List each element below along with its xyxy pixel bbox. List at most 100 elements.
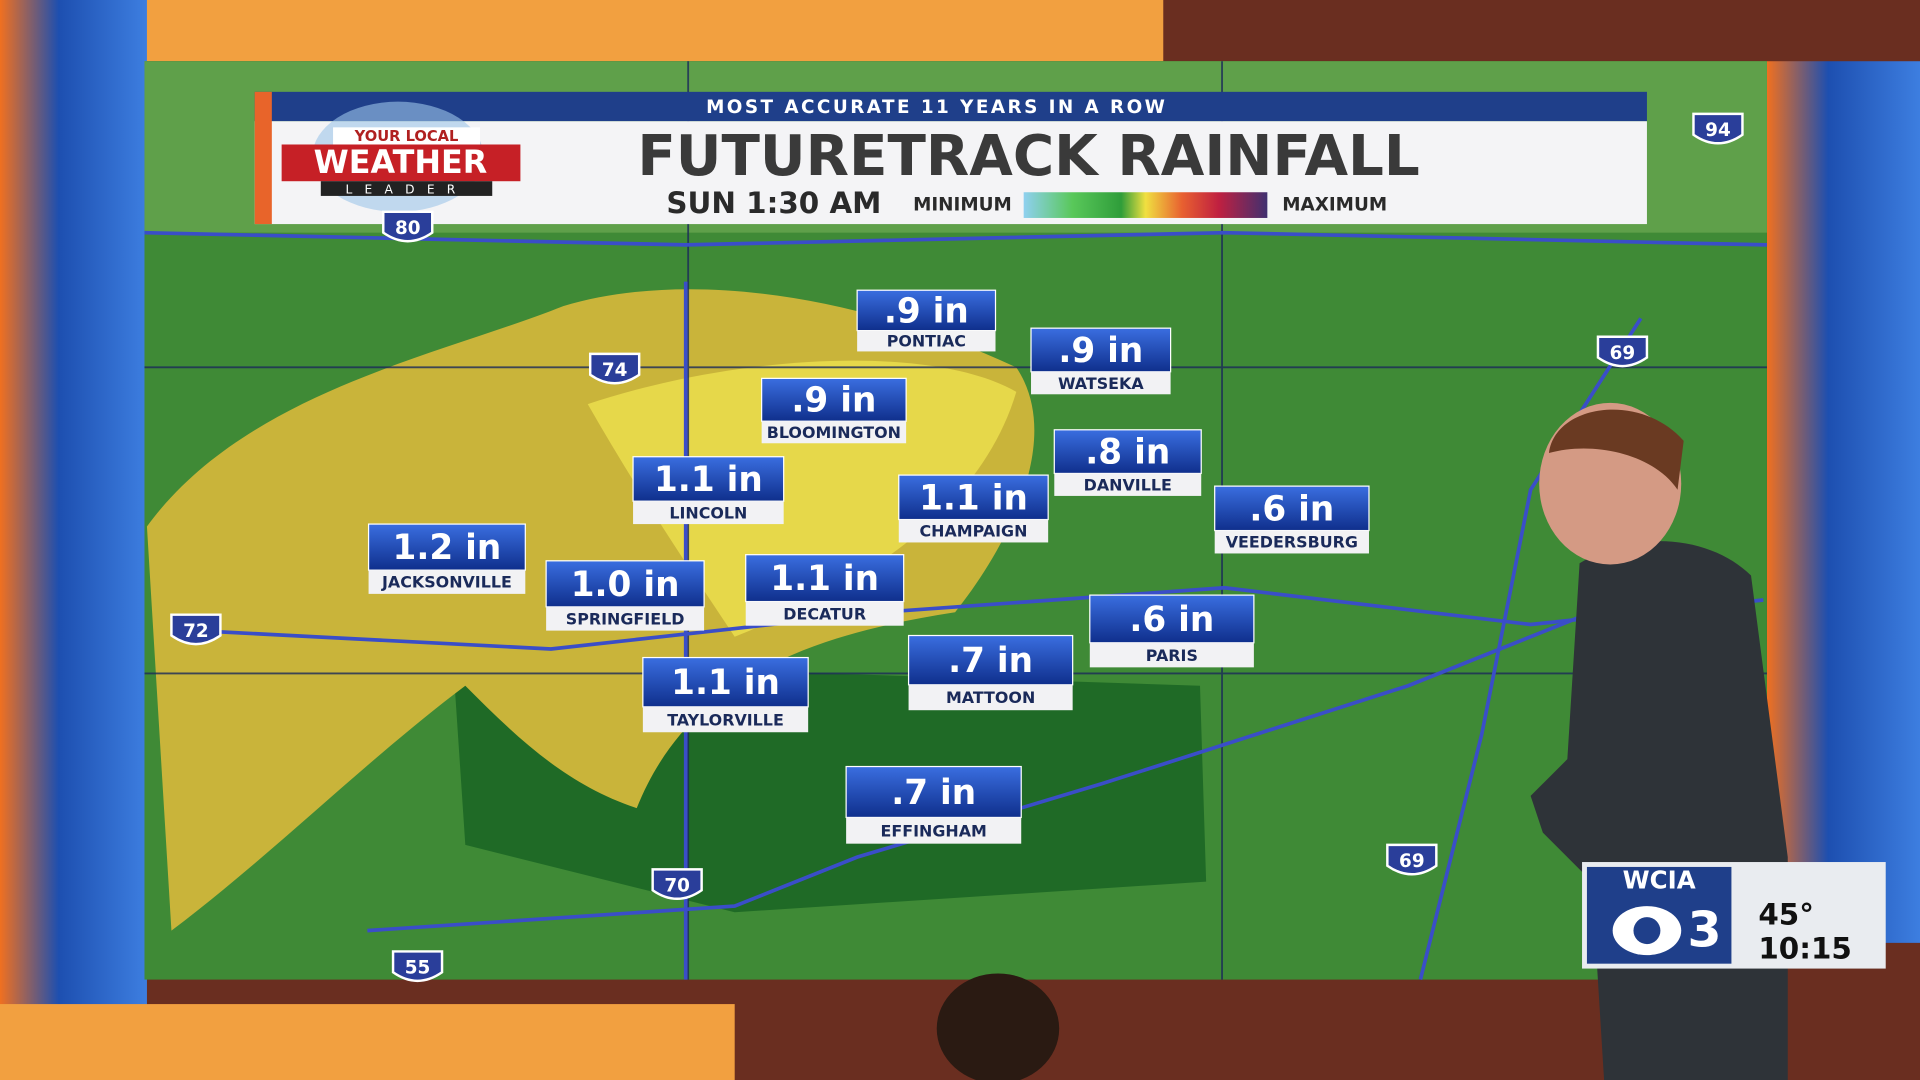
left-panel bbox=[0, 0, 147, 1080]
rain-amount: 1.1 in bbox=[770, 559, 879, 599]
logo-top bbox=[333, 127, 480, 145]
interstates: 80 74 72 70 55 94 69 69 bbox=[170, 112, 1744, 983]
rain-amount: 1.1 in bbox=[919, 478, 1028, 518]
interstate-shield bbox=[1692, 112, 1744, 145]
city-name: BLOOMINGTON bbox=[767, 423, 901, 442]
banner-title: FUTURETRACK RAINFALL bbox=[637, 124, 1419, 189]
city-label: 1.0 in SPRINGFIELD bbox=[545, 560, 705, 631]
city-label: 1.2 in JACKSONVILLE bbox=[367, 523, 526, 594]
interstate-number: 80 bbox=[395, 218, 421, 239]
amount-box bbox=[545, 560, 705, 608]
logo-line2: WEATHER bbox=[314, 143, 488, 181]
rain-amount: 1.1 in bbox=[654, 460, 763, 500]
name-box bbox=[1031, 371, 1171, 395]
interstate-number: 69 bbox=[1399, 851, 1425, 872]
legend-min: MINIMUM bbox=[913, 195, 1012, 216]
presenter-hair bbox=[1548, 409, 1684, 490]
city-label: .7 in MATTOON bbox=[907, 634, 1074, 711]
city-name: EFFINGHAM bbox=[881, 821, 987, 840]
name-box bbox=[633, 501, 784, 525]
city-name: PARIS bbox=[1146, 646, 1198, 665]
city-label: 1.1 in LINCOLN bbox=[632, 456, 785, 525]
city-name: TAYLORVILLE bbox=[667, 710, 784, 729]
rain-amount: .9 in bbox=[1058, 331, 1143, 371]
interstate-number: 94 bbox=[1705, 120, 1731, 141]
amount-box bbox=[367, 523, 526, 571]
interstate-number: 72 bbox=[183, 621, 209, 642]
rain-amount: 1.2 in bbox=[393, 528, 502, 568]
city-name: LINCOLN bbox=[669, 503, 747, 522]
city-name: CHAMPAIGN bbox=[920, 522, 1028, 541]
name-box bbox=[1054, 473, 1202, 496]
logo-bottom bbox=[320, 181, 493, 196]
interstate-number: 74 bbox=[602, 360, 628, 381]
amount-box bbox=[632, 456, 785, 502]
name-box bbox=[745, 601, 904, 626]
legend-max: MAXIMUM bbox=[1282, 195, 1387, 216]
amount-box bbox=[1030, 327, 1172, 373]
name-box bbox=[1089, 642, 1254, 668]
interstate-number: 55 bbox=[405, 958, 431, 979]
cbs-pupil bbox=[1633, 917, 1661, 945]
rain-amount: .9 in bbox=[791, 381, 876, 421]
city-name: WATSEKA bbox=[1058, 374, 1144, 393]
city-name: VEEDERSBURG bbox=[1226, 533, 1358, 552]
rain-amount: .6 in bbox=[1129, 600, 1214, 640]
bottom-panel bbox=[0, 1004, 735, 1080]
legend-scale bbox=[1023, 192, 1268, 218]
amount-box bbox=[1089, 594, 1255, 644]
temperature: 45° bbox=[1758, 897, 1814, 931]
interstate-shield bbox=[588, 352, 641, 385]
city-label: .9 in BLOOMINGTON bbox=[761, 377, 907, 444]
name-box bbox=[898, 519, 1049, 543]
tagline-bar bbox=[254, 91, 1647, 122]
rain-amount: 1.1 in bbox=[671, 663, 780, 703]
name-box bbox=[846, 817, 1022, 844]
city-label: .9 in WATSEKA bbox=[1030, 327, 1172, 395]
amount-box bbox=[761, 377, 907, 422]
logo-main bbox=[281, 144, 521, 182]
rain-amount: .9 in bbox=[884, 291, 969, 331]
interstate-shield bbox=[1596, 335, 1649, 368]
rain-amount: .8 in bbox=[1085, 433, 1170, 473]
name-box bbox=[642, 706, 809, 733]
banner-accent bbox=[254, 91, 272, 225]
city-name: DECATUR bbox=[783, 604, 866, 623]
interstate-shield bbox=[170, 613, 222, 646]
interstate-shield bbox=[1386, 843, 1438, 876]
top-panel bbox=[0, 0, 1164, 62]
amount-box bbox=[1214, 485, 1370, 532]
name-box bbox=[908, 684, 1073, 711]
city-label: .8 in DANVILLE bbox=[1053, 429, 1202, 496]
city-label: 1.1 in CHAMPAIGN bbox=[898, 474, 1049, 543]
rain-amount: .7 in bbox=[948, 641, 1033, 681]
amount-box bbox=[1053, 429, 1202, 475]
tagline: MOST ACCURATE 11 YEARS IN A ROW bbox=[706, 97, 1167, 118]
logo-line3: LEADER bbox=[346, 182, 468, 196]
station-channel: 3 bbox=[1687, 902, 1721, 959]
interstate-number: 70 bbox=[664, 876, 690, 897]
city-label: 1.1 in DECATUR bbox=[745, 554, 905, 626]
name-box bbox=[546, 606, 705, 631]
name-box bbox=[761, 421, 907, 444]
rain-amount: .6 in bbox=[1249, 489, 1334, 529]
city-name: MATTOON bbox=[946, 688, 1035, 707]
city-label: .6 in VEEDERSBURG bbox=[1214, 485, 1370, 554]
name-box bbox=[1214, 530, 1369, 554]
banner-time: SUN 1:30 AM bbox=[666, 186, 881, 220]
name-box bbox=[368, 570, 526, 594]
name-box bbox=[857, 330, 996, 352]
station-name: WCIA bbox=[1623, 866, 1696, 895]
right-panel bbox=[1766, 61, 1920, 943]
city-name: SPRINGFIELD bbox=[566, 609, 685, 628]
rain-amount: .7 in bbox=[891, 773, 976, 813]
teddy-bear bbox=[936, 973, 1060, 1080]
amount-box bbox=[745, 554, 905, 603]
rain-amount: 1.0 in bbox=[571, 565, 680, 605]
city-label: 1.1 in TAYLORVILLE bbox=[642, 656, 809, 733]
amount-box bbox=[907, 634, 1074, 686]
